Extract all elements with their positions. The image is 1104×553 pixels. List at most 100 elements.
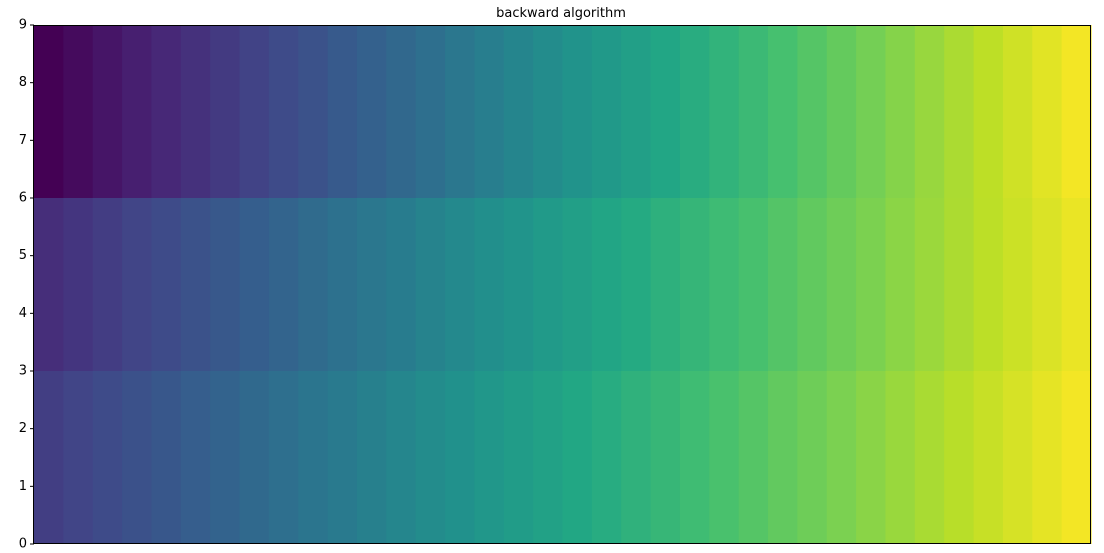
heatmap-cell (415, 371, 446, 544)
heatmap-cell (709, 25, 740, 198)
heatmap-cells (34, 25, 1092, 544)
heatmap-cell (445, 25, 476, 198)
heatmap-cell (415, 25, 446, 198)
heatmap-cell (797, 371, 828, 544)
heatmap-cell (885, 198, 916, 371)
heatmap-cell (63, 198, 94, 371)
heatmap-cell (562, 25, 593, 198)
heatmap-cell (973, 371, 1004, 544)
y-tick-label: 0 (19, 537, 27, 552)
heatmap-cell (797, 25, 828, 198)
heatmap-cell (1061, 371, 1092, 544)
y-tick-label: 5 (19, 248, 27, 263)
heatmap-cell (180, 198, 211, 371)
heatmap-cell (356, 25, 387, 198)
heatmap-cell (180, 371, 211, 544)
y-tick-label: 8 (19, 75, 27, 90)
heatmap-cell (239, 371, 270, 544)
heatmap-cell (34, 198, 64, 371)
heatmap-cell (1002, 371, 1033, 544)
y-tick-label: 3 (19, 364, 27, 379)
heatmap-cell (503, 25, 534, 198)
heatmap-cell (1002, 25, 1033, 198)
heatmap-cell (679, 25, 710, 198)
y-axis: 0 1 2 3 4 5 6 7 8 9 (19, 18, 34, 552)
heatmap-cell (1032, 198, 1063, 371)
heatmap-cell (92, 198, 123, 371)
heatmap-cell (1061, 25, 1092, 198)
plot-frame (33, 25, 1091, 544)
heatmap-cell (151, 371, 182, 544)
heatmap-cell (856, 371, 887, 544)
heatmap-cell (268, 25, 299, 198)
heatmap-cell (327, 198, 358, 371)
heatmap-cell (650, 371, 681, 544)
heatmap-cell (650, 25, 681, 198)
heatmap-cell (210, 25, 241, 198)
heatmap-cell (856, 198, 887, 371)
heatmap-cell (621, 198, 652, 371)
y-tick-label: 7 (19, 133, 27, 148)
heatmap-cell (356, 198, 387, 371)
heatmap-cell (533, 198, 564, 371)
heatmap-cell (63, 371, 94, 544)
heatmap-cell (151, 25, 182, 198)
heatmap-cell (474, 25, 505, 198)
heatmap-cell (885, 371, 916, 544)
heatmap-cell (386, 371, 417, 544)
heatmap-cell (914, 198, 945, 371)
heatmap-cell (503, 371, 534, 544)
heatmap-cell (591, 25, 622, 198)
heatmap-cell (973, 198, 1004, 371)
heatmap-cell (327, 25, 358, 198)
heatmap-cell (298, 198, 329, 371)
heatmap-cell (914, 371, 945, 544)
heatmap-cell (92, 371, 123, 544)
heatmap-cell (180, 25, 211, 198)
heatmap-cell (768, 25, 798, 198)
heatmap-cell (944, 198, 975, 371)
heatmap-cell (944, 25, 975, 198)
heatmap-cell (210, 371, 241, 544)
heatmap-cell (151, 198, 182, 371)
heatmap-cell (533, 25, 564, 198)
heatmap-cell (415, 198, 446, 371)
heatmap-cell (92, 25, 123, 198)
heatmap-cell (709, 371, 740, 544)
chart-title: backward algorithm (496, 6, 626, 21)
heatmap-cell (474, 371, 505, 544)
heatmap-cell (533, 371, 564, 544)
heatmap-cell (591, 198, 622, 371)
heatmap-cell (856, 25, 887, 198)
heatmap-cell (738, 25, 769, 198)
heatmap-cell (356, 371, 387, 544)
heatmap-cell (298, 371, 329, 544)
y-tick-label: 1 (19, 479, 27, 494)
y-tick-label: 2 (19, 421, 27, 436)
heatmap-cell (621, 25, 652, 198)
heatmap-cell (386, 198, 417, 371)
heatmap-cell (738, 371, 769, 544)
heatmap-cell (1032, 25, 1063, 198)
heatmap-cell (679, 371, 710, 544)
y-tick-label: 4 (19, 306, 27, 321)
heatmap-cell (826, 25, 857, 198)
heatmap-cell (327, 371, 358, 544)
heatmap-cell (34, 25, 64, 198)
heatmap-cell (973, 25, 1004, 198)
heatmap-cell (679, 198, 710, 371)
heatmap-cell (63, 25, 94, 198)
heatmap-cell (591, 371, 622, 544)
heatmap-cell (210, 198, 241, 371)
heatmap-cell (826, 371, 857, 544)
heatmap-cell (1061, 198, 1092, 371)
heatmap-cell (239, 198, 270, 371)
heatmap-cell (562, 371, 593, 544)
heatmap-cell (503, 198, 534, 371)
y-tick-label: 6 (19, 191, 27, 206)
heatmap-cell (709, 198, 740, 371)
y-tick-label: 9 (19, 18, 27, 33)
heatmap-cell (944, 371, 975, 544)
heatmap-cell (650, 198, 681, 371)
